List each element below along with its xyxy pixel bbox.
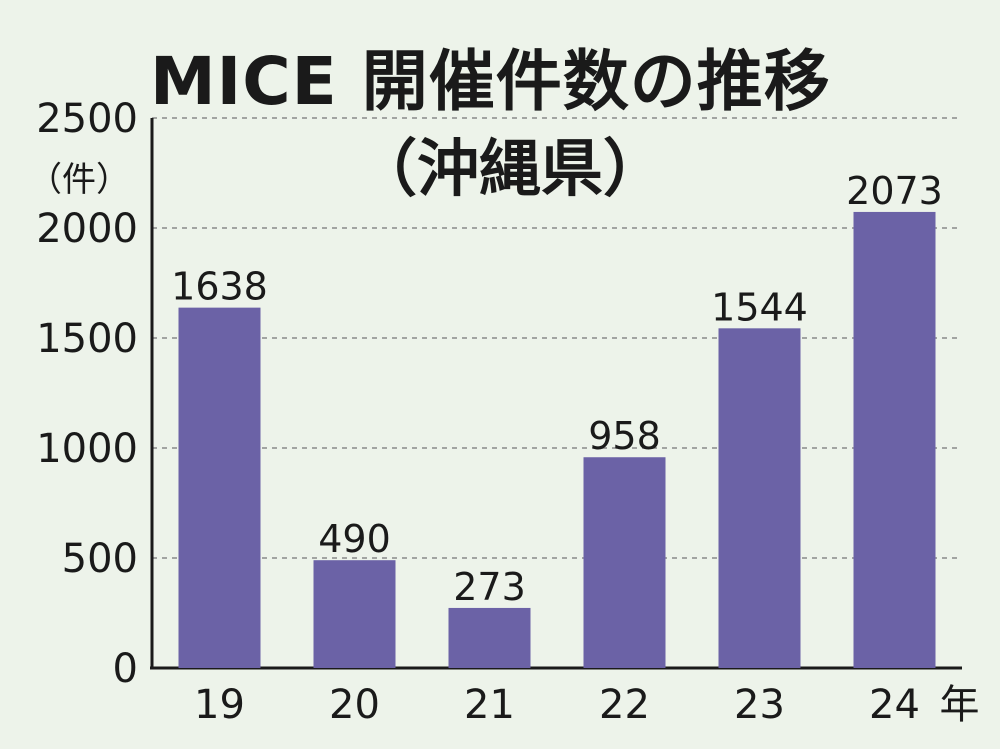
y-tick-label: 2500	[36, 96, 138, 142]
y-tick-label: 500	[62, 536, 138, 582]
bar-21	[448, 607, 531, 668]
x-tick-label: 21	[464, 682, 515, 728]
data-label: 1638	[171, 265, 268, 309]
y-tick-label: 1000	[36, 426, 138, 472]
x-tick-label: 24	[869, 682, 920, 728]
x-tick-label: 19	[194, 682, 245, 728]
x-tick-label: 20	[329, 682, 380, 728]
chart-title: MICE 開催件数の推移	[150, 43, 831, 120]
bar-24	[853, 211, 936, 668]
y-axis-unit-label: （件）	[28, 160, 130, 200]
chart-subtitle: （沖縄県）	[355, 132, 666, 205]
x-axis-unit-label: 年	[940, 682, 980, 728]
bar-22	[583, 457, 666, 668]
x-tick-label: 23	[734, 682, 785, 728]
x-tick-label: 22	[599, 682, 650, 728]
y-tick-label: 1500	[36, 316, 138, 362]
data-label: 2073	[846, 169, 943, 213]
bar-23	[718, 328, 801, 668]
data-label: 490	[318, 517, 391, 561]
data-label: 958	[588, 414, 661, 458]
data-label: 273	[453, 565, 526, 609]
y-tick-label: 2000	[36, 206, 138, 252]
data-label: 1544	[711, 285, 808, 329]
y-tick-label: 0	[113, 646, 138, 692]
bar-20	[313, 560, 396, 668]
bar-19	[178, 307, 261, 668]
